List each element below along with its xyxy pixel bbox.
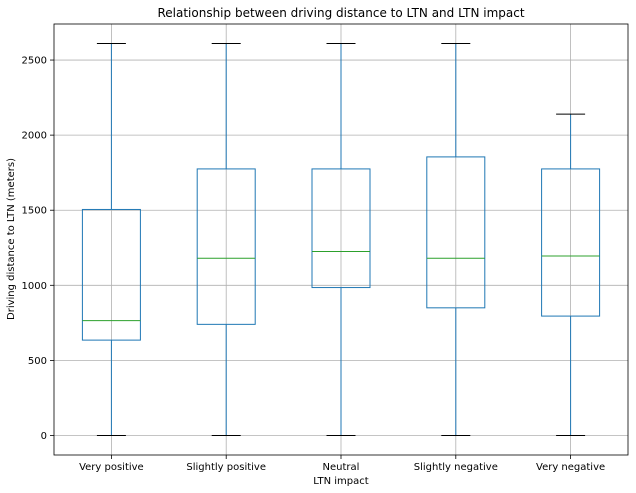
box-layer xyxy=(81,43,601,436)
y-tick-label: 500 xyxy=(28,356,47,367)
box-group xyxy=(426,43,486,436)
box-group xyxy=(541,113,601,436)
x-tick-label: Slightly positive xyxy=(186,462,266,473)
box-iqr xyxy=(311,168,371,289)
box-group xyxy=(81,43,141,436)
box-iqr xyxy=(81,208,141,341)
y-tick-label: 1500 xyxy=(22,206,47,217)
chart-title: Relationship between driving distance to… xyxy=(157,6,524,20)
x-tick-label: Slightly negative xyxy=(414,462,498,473)
x-tick-label: Very negative xyxy=(536,462,605,473)
box-iqr xyxy=(196,168,256,325)
axis-layer: 0 500 1000 1500 2000 2500 Very positive Slightl… xyxy=(22,23,629,473)
y-tick-label: 0 xyxy=(41,431,47,442)
box-iqr xyxy=(426,156,486,309)
y-tick-label: 2500 xyxy=(22,56,47,67)
y-axis-label: Driving distance to LTN (meters) xyxy=(6,158,17,320)
box-iqr xyxy=(541,168,601,317)
x-axis-label: LTN impact xyxy=(313,476,368,487)
y-tick-label: 1000 xyxy=(22,281,47,292)
x-tick-label: Very positive xyxy=(79,462,144,473)
box-group xyxy=(311,43,371,436)
x-tick-label: Neutral xyxy=(323,462,360,473)
y-tick-label: 2000 xyxy=(22,131,47,142)
box-group xyxy=(196,43,256,436)
